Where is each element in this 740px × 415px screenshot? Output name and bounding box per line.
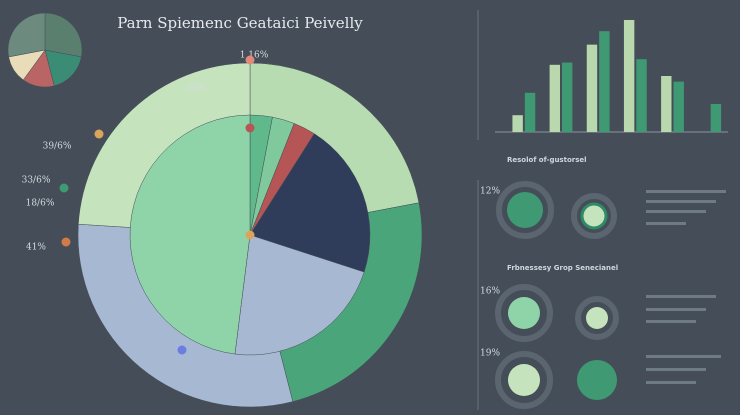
pie-slice (44, 12, 83, 58)
annotation: 33/6% (22, 176, 51, 186)
bar (524, 92, 536, 132)
bar (549, 64, 561, 132)
marker-dot (245, 55, 255, 65)
annotation: 18/6% (26, 199, 55, 209)
bar (636, 59, 647, 133)
marker-dot (61, 237, 71, 247)
bar (710, 104, 722, 132)
bar (562, 62, 573, 133)
bar (623, 20, 635, 132)
annotation: 1 16% (240, 51, 269, 61)
bar (512, 115, 523, 132)
bar (661, 76, 672, 132)
pie-slice (44, 49, 82, 87)
panel-title: Resolof of-gustorsel (507, 156, 587, 164)
pie-slice (234, 234, 365, 356)
marker-dot (177, 345, 187, 355)
marker-dot (59, 183, 69, 193)
bar (673, 81, 684, 132)
panel-label: 12% (480, 187, 500, 197)
pie-slice (7, 12, 46, 58)
panel-label: 19% (480, 349, 500, 359)
title: Parn Spiemenc Geataici Peivelly (117, 14, 363, 32)
annotation: 39/6% (43, 142, 72, 152)
panel-title: Frbnessesy Grop Senecianel (507, 264, 618, 272)
panel-label: 16% (480, 287, 500, 297)
placeholder-text (646, 190, 726, 384)
bar (586, 44, 598, 132)
annotation: 38% (186, 84, 206, 94)
donuts (495, 181, 619, 409)
marker-dot (245, 230, 255, 240)
marker-dot (245, 123, 255, 133)
marker-dot (94, 129, 104, 139)
pie-slice (129, 114, 251, 355)
bar (599, 31, 610, 133)
pie-slice (249, 133, 371, 273)
annotation: 41% (26, 243, 46, 253)
